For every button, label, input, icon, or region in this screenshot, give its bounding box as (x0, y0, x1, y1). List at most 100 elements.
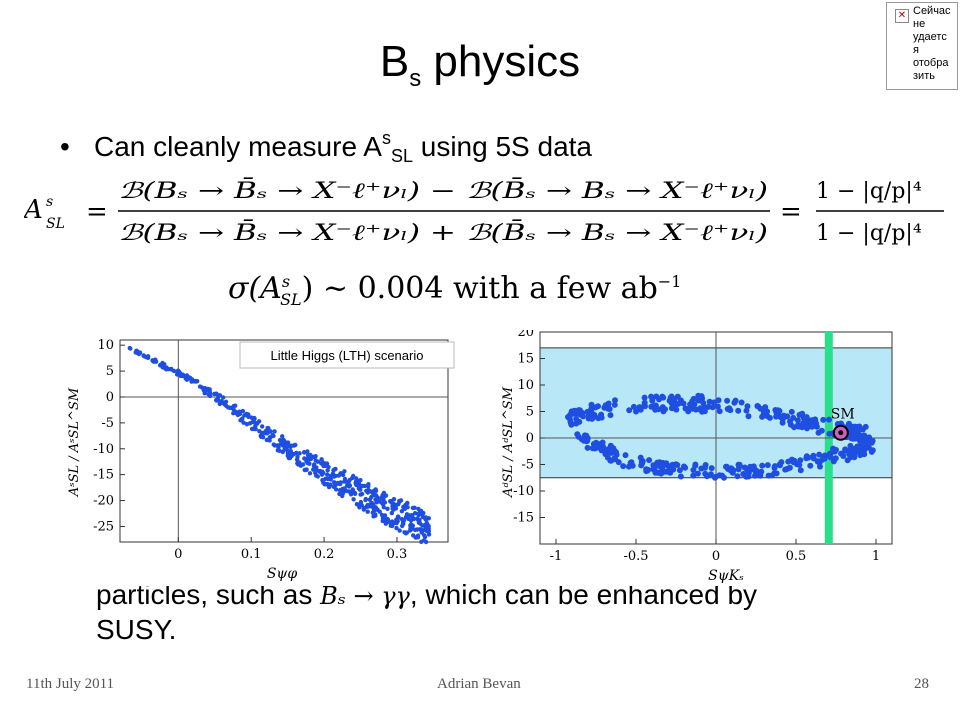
chart1-point (389, 500, 394, 505)
chart1-point (418, 511, 423, 516)
chart1-point (383, 521, 388, 526)
chart1-point (419, 539, 424, 544)
chart1-point (365, 490, 370, 495)
chart2-point (745, 470, 752, 476)
chart1-point (240, 416, 245, 421)
chart2-ytick-label: 20 (517, 330, 534, 340)
chart1-point (137, 350, 143, 355)
chart1-ytick-label: 0 (106, 390, 114, 405)
chart2-point (826, 416, 832, 423)
formula-lhs-sup: s (46, 194, 53, 210)
chart1-point (175, 368, 181, 373)
chart2-point (819, 456, 826, 463)
chart2-point (589, 445, 596, 452)
chart1-point (394, 525, 399, 531)
chart1-point (307, 471, 313, 476)
chart1-point (389, 510, 394, 516)
chart1-point (297, 460, 302, 465)
chart1-point (186, 375, 192, 380)
chart1-point (346, 484, 352, 489)
chart2-point (796, 461, 803, 468)
chart2-xtick-label: -1 (550, 549, 563, 564)
chart1-point (266, 426, 271, 431)
chart1-point (426, 532, 432, 537)
chart2-point (611, 401, 618, 408)
chart2-point (719, 472, 726, 479)
chart2-point (565, 414, 571, 420)
chart2-xtick-label: 1 (872, 549, 880, 564)
chart1-point (375, 507, 380, 512)
chart2-point (846, 420, 852, 427)
chart2-point (567, 418, 574, 425)
chart1-point (385, 506, 390, 511)
chart1-point (408, 518, 414, 523)
chart2-point (601, 404, 608, 411)
chart2-xtick-label: 0 (712, 549, 720, 564)
bullet-dot-icon: • (60, 131, 70, 162)
chart1-point (216, 394, 221, 399)
formula-lhs: A (24, 195, 43, 225)
chart1-point (417, 527, 423, 532)
chart2-point (692, 406, 699, 413)
chart1-point (128, 346, 133, 351)
formula-lhs-sub: SL (46, 216, 65, 232)
chart2-point (764, 462, 771, 469)
chart1-point (411, 533, 416, 538)
chart1-ytick-label: -5 (101, 416, 114, 431)
chart1-point (133, 350, 138, 355)
chart2-point (637, 406, 644, 413)
chart1-ytick-label: -25 (93, 519, 114, 534)
chart2-sm-marker-center (838, 430, 844, 436)
chart1-point (358, 487, 363, 492)
chart2-point (855, 448, 862, 455)
chart1-point (302, 450, 307, 455)
bullet1-sup: s (381, 128, 391, 148)
chart2-point (803, 423, 810, 430)
chart2-point (648, 403, 655, 410)
formula-equals-1: = (86, 197, 108, 227)
asymmetry-formula: A s SL = ℬ(Bₛ → B̄ₛ → X⁻ℓ⁺νₗ) − ℬ(B̄ₛ → … (24, 177, 944, 246)
chart1-point (323, 482, 328, 487)
chart2-point (658, 470, 665, 477)
chart1-point (267, 429, 273, 434)
chart1-point (158, 362, 163, 368)
chart1-point (302, 467, 307, 473)
chart1-point (164, 367, 169, 372)
chart1-point (415, 535, 421, 540)
chart1-point (373, 488, 379, 493)
chart2-ytick-label: 15 (517, 352, 534, 367)
chart1-point (408, 528, 413, 533)
chart2-point (607, 442, 614, 449)
chart2-point (620, 463, 627, 470)
chart2-ytick-label: -5 (521, 458, 534, 473)
chart2-point (704, 473, 710, 480)
chart1-annotation: Little Higgs (LTH) scenario (271, 348, 424, 363)
chart1-ytick-label: 5 (106, 364, 114, 379)
chart2-ytick-label: 0 (526, 431, 534, 446)
chart1-point (180, 372, 185, 377)
chart2-point (736, 461, 743, 468)
chart1-point (272, 443, 277, 448)
chart2-point (681, 463, 687, 470)
chart2-point (787, 421, 794, 428)
chart1-point (404, 512, 410, 517)
chart2-point (629, 462, 636, 469)
chart2-point (776, 461, 783, 468)
chart2-point (677, 473, 684, 480)
chart1-point (236, 411, 241, 417)
chart2-point (630, 403, 637, 410)
chart2-point (712, 473, 719, 480)
chart2-point (772, 463, 778, 470)
chart1-point (304, 459, 309, 464)
chart1-point (362, 483, 367, 489)
chart2-point (851, 427, 857, 434)
chart2-point (726, 405, 733, 412)
broken-image-icon: ✕ (895, 9, 909, 23)
chart2-point (692, 461, 699, 468)
chart1-point (383, 493, 389, 498)
chart2-point (799, 410, 806, 417)
chart1-point (257, 429, 262, 434)
chart1-xtick-label: 0.2 (314, 547, 335, 562)
chart2-point (735, 466, 742, 473)
chart2-point (574, 431, 581, 438)
